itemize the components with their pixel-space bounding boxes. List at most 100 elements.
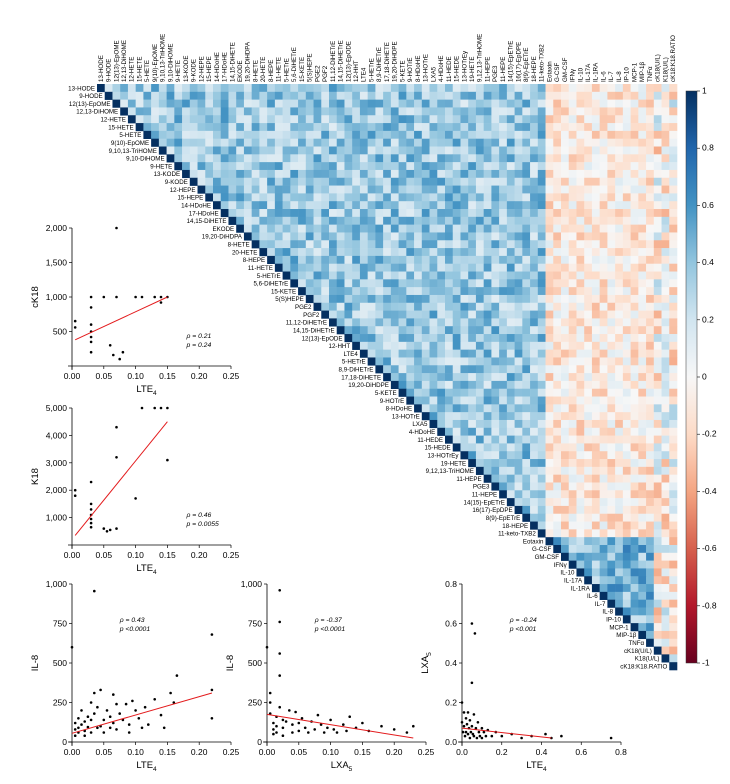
heatmap-cell	[259, 232, 268, 241]
heatmap-cell	[491, 341, 500, 350]
heatmap-cell	[661, 623, 670, 632]
heatmap-cell	[143, 107, 152, 116]
heatmap-cell	[514, 115, 523, 124]
row-label: 9-HODE	[79, 93, 102, 100]
heatmap-cell	[236, 162, 245, 171]
heatmap-cell	[475, 294, 484, 304]
heatmap-cell	[646, 169, 655, 179]
heatmap-cell	[661, 638, 670, 647]
heatmap-cell	[452, 224, 461, 233]
data-point	[108, 726, 112, 730]
heatmap-cell	[506, 419, 515, 429]
heatmap-cell	[336, 99, 345, 108]
heatmap-cell	[553, 529, 562, 538]
row-label: 11-HEDE	[417, 437, 443, 444]
heatmap-cell	[638, 599, 647, 608]
colorbar-tick-label: -1	[702, 658, 710, 668]
heatmap-cell	[468, 380, 477, 390]
colorbar-tick-label: -0.2	[702, 429, 717, 439]
heatmap-cell	[506, 287, 515, 296]
column-label: 15-HEDE	[454, 56, 461, 82]
heatmap-cell	[599, 138, 608, 147]
heatmap-cell	[568, 474, 577, 483]
data-point	[466, 711, 470, 714]
heatmap-cell	[591, 537, 600, 546]
heatmap-cell	[290, 240, 299, 249]
heatmap-cell	[638, 146, 647, 155]
heatmap-cell	[321, 177, 330, 186]
heatmap-cell	[127, 84, 136, 93]
heatmap-cell	[661, 505, 670, 515]
heatmap-cell	[483, 91, 492, 100]
heatmap-cell	[406, 185, 415, 194]
heatmap-cell	[460, 419, 469, 429]
heatmap-cell	[607, 521, 616, 530]
heatmap-cell	[545, 84, 554, 93]
heatmap-cell	[553, 224, 562, 233]
heatmap-cell	[568, 451, 577, 460]
heatmap-cell	[568, 505, 577, 515]
heatmap-cell	[646, 568, 655, 577]
heatmap-cell	[313, 240, 322, 249]
heatmap-cell	[607, 123, 616, 132]
heatmap-cell	[591, 146, 600, 155]
heatmap-cell	[445, 334, 454, 343]
heatmap-cell	[576, 294, 585, 304]
heatmap-cell	[197, 107, 206, 116]
heatmap-cell	[506, 263, 515, 272]
heatmap-cell	[661, 349, 670, 358]
heatmap-cell	[630, 224, 639, 233]
heatmap-cell	[561, 357, 570, 366]
heatmap-cell	[545, 380, 554, 390]
heatmap-cell	[475, 224, 484, 233]
heatmap-cell	[591, 396, 600, 405]
heatmap-cell	[591, 552, 600, 561]
heatmap-cell	[599, 91, 608, 100]
heatmap-cell	[383, 255, 392, 264]
heatmap-cell	[653, 505, 662, 515]
data-point	[609, 736, 613, 740]
heatmap-cell	[530, 466, 539, 475]
heatmap-cell	[344, 115, 353, 124]
heatmap-cell	[414, 169, 423, 179]
heatmap-cell	[321, 185, 330, 194]
heatmap-cell	[166, 154, 175, 163]
heatmap-cell	[213, 162, 222, 171]
heatmap-cell	[514, 232, 523, 241]
heatmap-cell	[599, 318, 608, 327]
heatmap-cell	[669, 310, 678, 319]
heatmap-cell	[236, 169, 245, 179]
heatmap-cell	[615, 591, 624, 600]
heatmap-cell	[591, 459, 600, 468]
heatmap-cell	[367, 154, 376, 163]
heatmap-cell	[506, 84, 515, 93]
column-label: IL-7	[608, 71, 615, 82]
heatmap-cell	[607, 404, 616, 413]
heatmap-cell	[414, 209, 423, 218]
heatmap-cell	[298, 271, 307, 280]
heatmap-cell	[568, 357, 577, 366]
heatmap-cell	[491, 91, 500, 100]
heatmap-cell	[313, 84, 322, 93]
y-tick-label: 2,000	[46, 485, 68, 495]
heatmap-cell	[445, 84, 454, 93]
heatmap-cell	[615, 396, 624, 405]
heatmap-cell	[445, 396, 454, 405]
heatmap-cell	[576, 146, 585, 155]
heatmap-cell	[220, 91, 229, 100]
heatmap-cell	[205, 84, 214, 93]
heatmap-cell	[452, 255, 461, 264]
heatmap-cell	[530, 396, 539, 405]
heatmap-cell	[553, 521, 562, 530]
heatmap-cell	[630, 294, 639, 304]
heatmap-cell	[383, 373, 392, 382]
heatmap-cell	[475, 201, 484, 210]
heatmap-cell	[661, 498, 670, 507]
column-label: 9,10,13-TriHOME	[160, 34, 167, 82]
heatmap-cell	[290, 115, 299, 124]
heatmap-cell	[638, 365, 647, 374]
heatmap-cell	[607, 419, 616, 429]
heatmap-cell	[460, 357, 469, 366]
heatmap-cell	[537, 466, 546, 475]
heatmap-cell	[220, 130, 229, 139]
